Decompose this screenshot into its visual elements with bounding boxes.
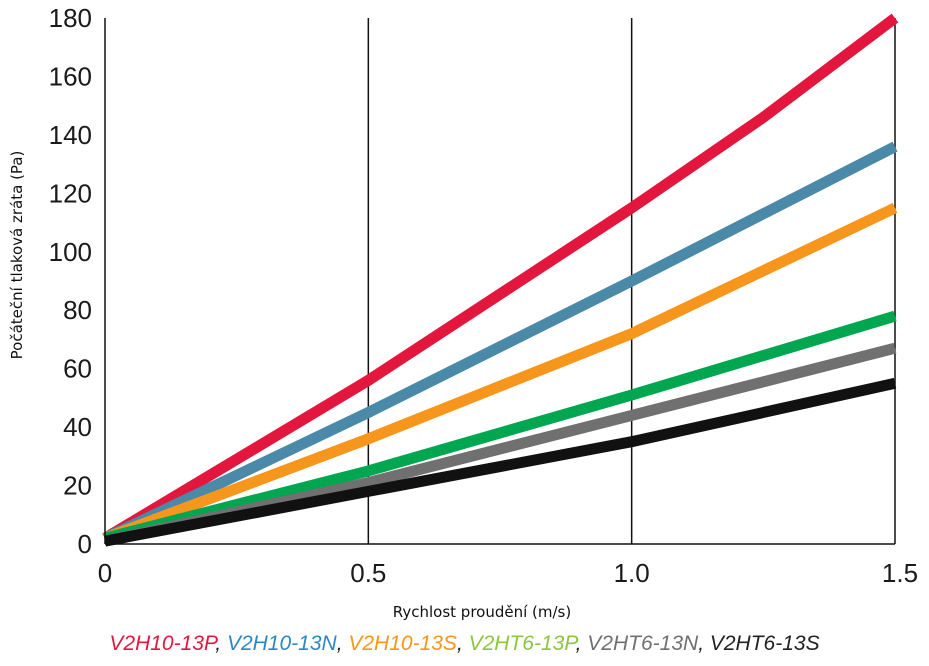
y-tick-label: 160 [49,61,92,91]
pressure-drop-chart: 0 0.5 1.0 1.5 0 20 40 60 80 100 120 140 160 180 Rych… [8,3,918,621]
x-axis-title: Rychlost proudění (m/s) [393,603,571,621]
legend-separator: , [215,632,227,655]
x-tick-label: 0 [98,558,112,588]
y-tick-label: 120 [49,178,92,208]
legend-item-v2ht6-13s: V2HT6-13S [709,632,820,655]
series-line-v2h10-13n [102,141,898,544]
legend: V2H10-13P, V2H10-13N, V2H10-13S, V2HT6-1… [0,632,929,656]
legend-separator: , [456,632,469,655]
x-tick-label: 1.0 [614,558,650,588]
y-tick-label: 40 [63,412,92,442]
legend-separator: , [336,632,349,655]
series-line-v2ht6-13p [103,310,897,544]
legend-separator: , [698,632,710,655]
y-axis-title: Počáteční tlaková zráta (Pa) [8,151,26,360]
y-tick-label: 180 [49,3,92,33]
y-tick-label: 0 [78,529,92,559]
series-line-v2ht6-13s [103,377,897,547]
legend-item-v2h10-13n: V2H10-13N [226,632,337,655]
y-tick-label: 140 [49,120,92,150]
legend-item-v2ht6-13n: V2HT6-13N [587,632,699,655]
series-line-v2h10-13s [103,202,898,544]
axes [104,18,895,545]
legend-separator: , [575,632,588,655]
y-tick-label: 80 [63,295,92,325]
x-tick-labels: 0 0.5 1.0 1.5 [98,558,918,588]
series-line-v2ht6-13n [103,342,897,547]
legend-item-v2h10-13s: V2H10-13S [348,632,457,655]
x-tick-label: 1.5 [882,558,918,588]
series-line-v2h10-13p [102,13,899,543]
y-tick-label: 60 [63,354,92,384]
legend-item-v2ht6-13p: V2HT6-13P [468,632,576,655]
series-lines [102,13,899,547]
legend-item-v2h10-13p: V2H10-13P [109,632,216,655]
y-tick-labels: 0 20 40 60 80 100 120 140 160 180 [49,3,92,559]
y-tick-label: 20 [63,471,92,501]
x-tick-label: 0.5 [350,558,386,588]
y-tick-label: 100 [49,237,92,267]
